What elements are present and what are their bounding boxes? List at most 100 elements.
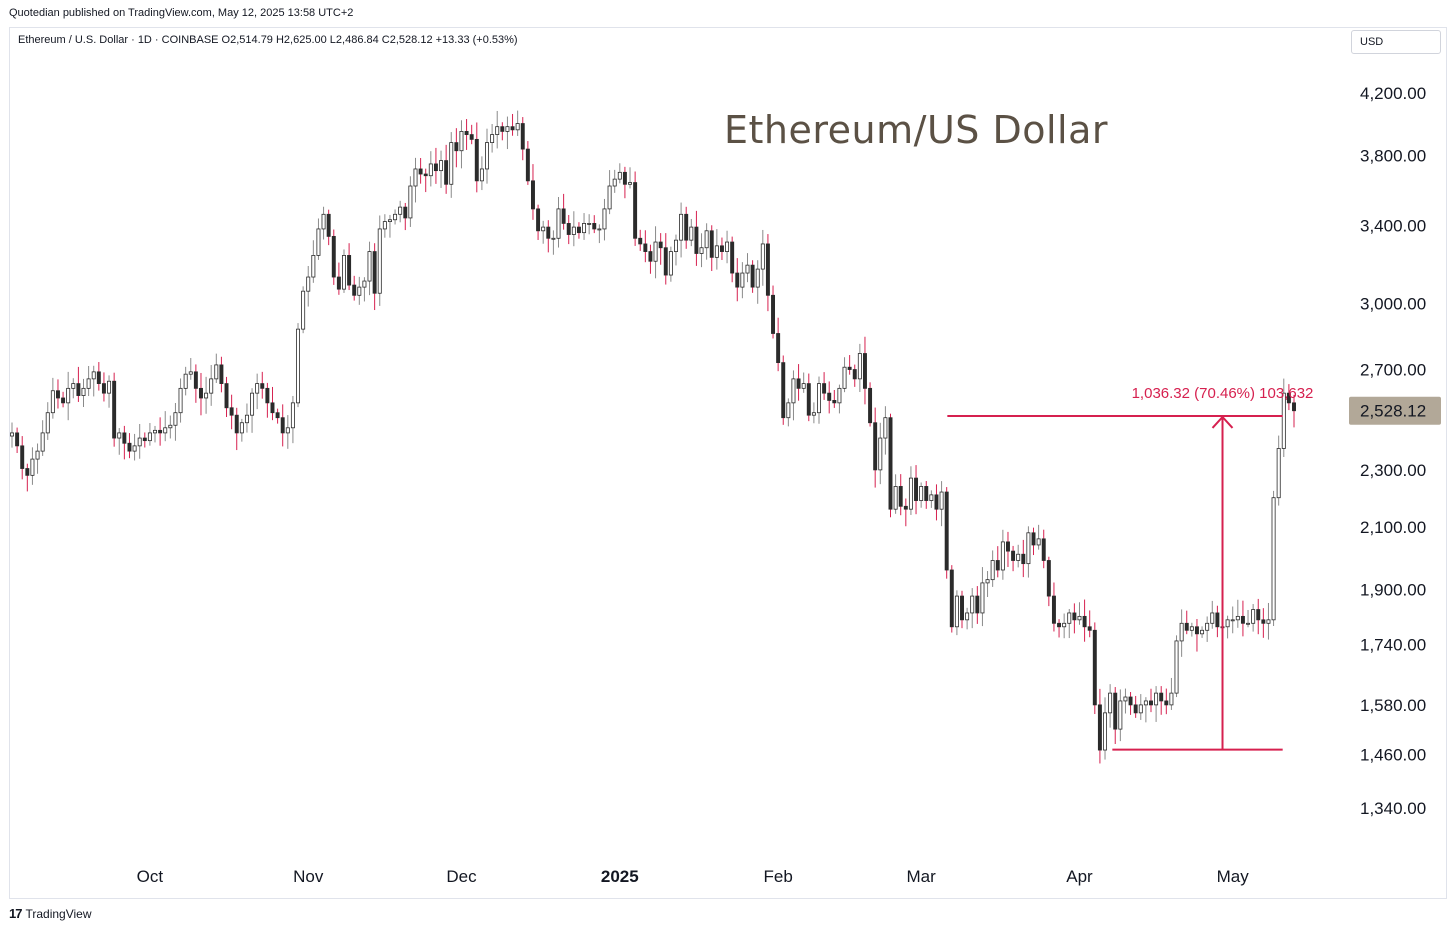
- candle: [306, 265, 311, 307]
- candle: [709, 225, 714, 272]
- candle: [990, 550, 995, 587]
- candle: [219, 356, 224, 393]
- candle: [357, 276, 362, 305]
- candle: [556, 197, 561, 248]
- candle: [719, 237, 724, 261]
- candle: [827, 381, 832, 414]
- currency-selector[interactable]: USD: [1351, 30, 1441, 54]
- candle: [127, 433, 132, 459]
- footer-brand-label: TradingView: [25, 906, 92, 921]
- candle: [694, 210, 699, 266]
- candle: [270, 386, 275, 421]
- candle: [1123, 688, 1128, 714]
- candle: [1286, 384, 1291, 411]
- measure-arrow-icon: [1211, 415, 1234, 429]
- candle: [781, 355, 786, 425]
- time-axis: Oct Nov Dec 2025 Feb Mar Apr May: [137, 867, 1250, 886]
- candle: [336, 262, 341, 295]
- time-tick-label: Apr: [1066, 867, 1093, 886]
- candle: [342, 249, 346, 293]
- candle: [868, 382, 873, 427]
- candle: [1200, 626, 1205, 638]
- candle: [168, 415, 173, 439]
- candle: [541, 220, 546, 244]
- footer-brand[interactable]: 17 TradingView: [9, 906, 92, 921]
- candle: [525, 141, 530, 185]
- candle: [638, 229, 643, 251]
- candle: [428, 151, 433, 187]
- publisher-line: Quotedian published on TradingView.com, …: [9, 7, 354, 19]
- candle: [796, 364, 801, 401]
- candle: [86, 365, 91, 397]
- candle: [485, 128, 489, 184]
- candle: [387, 214, 392, 238]
- candle: [1138, 694, 1143, 720]
- candle: [1251, 604, 1256, 632]
- candle: [1189, 622, 1194, 637]
- candle: [934, 484, 939, 521]
- candle: [898, 474, 903, 516]
- candle: [76, 366, 81, 402]
- candle: [576, 222, 581, 239]
- candle: [949, 565, 954, 633]
- candle: [204, 376, 209, 414]
- candle: [1067, 608, 1072, 639]
- candle: [730, 236, 735, 283]
- time-tick-label: Dec: [446, 867, 477, 886]
- candle: [209, 364, 214, 406]
- candle: [1082, 599, 1087, 642]
- candle: [873, 407, 878, 488]
- candle: [1005, 531, 1010, 568]
- price-axis: 4,200.00 3,800.00 3,400.00 3,000.00 2,700.00…: [1360, 84, 1426, 818]
- candle: [857, 343, 862, 392]
- candle: [490, 124, 495, 153]
- candle: [382, 214, 387, 238]
- chart-title: Ethereum/US Dollar: [724, 108, 1108, 152]
- candle: [628, 167, 632, 189]
- candle: [786, 398, 791, 427]
- candle: [592, 215, 597, 234]
- candle: [500, 122, 505, 141]
- candle: [1097, 688, 1102, 764]
- candle: [290, 395, 295, 444]
- candle: [265, 382, 270, 418]
- candle: [142, 432, 147, 448]
- candle: [71, 378, 76, 399]
- candle: [326, 209, 331, 246]
- candle: [643, 230, 648, 263]
- candle: [444, 144, 449, 194]
- candle: [1062, 613, 1067, 639]
- price-tick-label: 1,740.00: [1360, 636, 1426, 655]
- candle: [597, 224, 602, 244]
- candle: [1118, 689, 1123, 742]
- candle: [765, 234, 770, 312]
- candle: [393, 209, 398, 225]
- candle: [321, 206, 326, 240]
- candle: [214, 353, 219, 383]
- candle: [1108, 684, 1113, 728]
- candle: [316, 218, 321, 260]
- candle: [433, 147, 438, 184]
- candle: [81, 378, 86, 407]
- candle: [1174, 635, 1179, 698]
- price-tick-label: 1,900.00: [1360, 580, 1426, 599]
- candle: [25, 463, 30, 492]
- candle: [725, 230, 730, 264]
- candle: [1143, 697, 1148, 723]
- candle: [1041, 529, 1046, 569]
- candle: [653, 226, 658, 279]
- candle: [714, 229, 719, 270]
- candle: [449, 132, 454, 198]
- candle: [878, 422, 883, 485]
- candle: [1256, 598, 1261, 635]
- candle: [229, 394, 234, 430]
- candle: [301, 286, 306, 334]
- candle: [505, 116, 510, 150]
- candle: [1194, 619, 1199, 652]
- symbol-legend: Ethereum / U.S. Dollar · 1D · COINBASE O…: [18, 34, 518, 46]
- candle: [745, 253, 750, 283]
- price-tick-label: 3,800.00: [1360, 147, 1426, 166]
- candle: [188, 358, 193, 380]
- candle: [842, 357, 847, 393]
